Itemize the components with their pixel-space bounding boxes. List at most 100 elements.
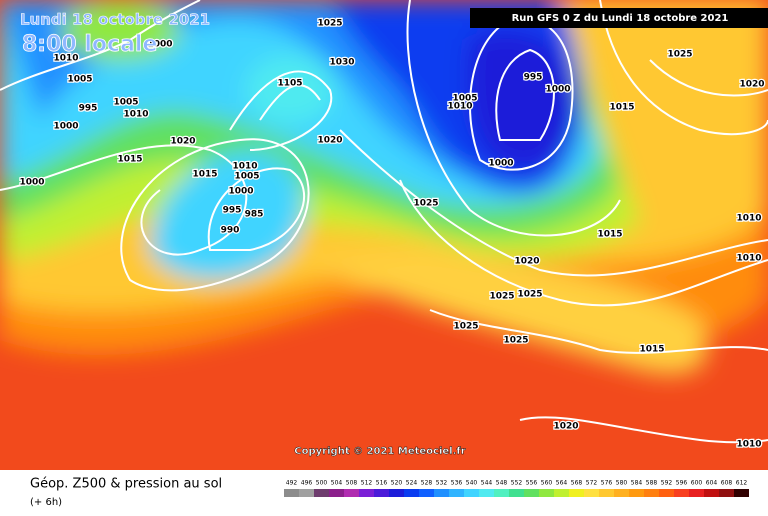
isobar-label: 1020 xyxy=(170,137,195,147)
isobar-label: 1005 xyxy=(67,75,92,85)
scale-label: 564 xyxy=(556,480,568,487)
scale-label: 556 xyxy=(526,480,538,487)
isobar-label: 995 xyxy=(223,206,242,216)
scale-swatch xyxy=(344,489,359,497)
scale-swatch xyxy=(719,489,734,497)
scale-swatch xyxy=(539,489,554,497)
run-box xyxy=(470,8,768,28)
scale-swatch xyxy=(284,489,299,497)
scale-swatch xyxy=(704,489,719,497)
scale-swatch xyxy=(404,489,419,497)
scale-label: 580 xyxy=(616,480,628,487)
isobar-label: 1025 xyxy=(489,292,514,302)
scale-swatch xyxy=(479,489,494,497)
isobar-label: 1000 xyxy=(228,187,253,197)
isobar-label: 1000 xyxy=(53,122,78,132)
scale-swatch xyxy=(599,489,614,497)
scale-label: 532 xyxy=(436,480,448,487)
isobar-label: 1010 xyxy=(736,440,761,450)
isobar-label: 1000 xyxy=(488,159,513,169)
scale-swatch xyxy=(359,489,374,497)
scale-label: 500 xyxy=(316,480,328,487)
scale-swatch xyxy=(329,489,344,497)
scale-swatch xyxy=(554,489,569,497)
scale-swatch xyxy=(614,489,629,497)
isobar-label: 1020 xyxy=(553,422,578,432)
footer-lead: (+ 6h) xyxy=(30,497,62,508)
isobar-label: 990 xyxy=(221,226,240,236)
scale-label: 588 xyxy=(646,480,658,487)
scale-label: 552 xyxy=(511,480,523,487)
isobar-label: 1020 xyxy=(317,136,342,146)
time: 8:00 locale xyxy=(22,32,157,57)
isobar-label: 1105 xyxy=(277,79,302,89)
scale-label: 568 xyxy=(571,480,583,487)
scale-label: 544 xyxy=(481,480,493,487)
isobar-label: 1015 xyxy=(192,170,217,180)
date: Lundi 18 octobre 2021 xyxy=(20,11,210,29)
scale-label: 520 xyxy=(391,480,403,487)
isobar-label: 1010 xyxy=(736,254,761,264)
scale-swatch xyxy=(659,489,674,497)
scale-label: 504 xyxy=(331,480,343,487)
scale-label: 604 xyxy=(706,480,718,487)
color-scale: 492 496 500 504 508 512 516 520 524 528 532 536 540 5… xyxy=(284,480,749,497)
scale-label: 576 xyxy=(601,480,613,487)
isobar-label: 1015 xyxy=(609,103,634,113)
run: Run GFS 0 Z du Lundi 18 octobre 2021 xyxy=(512,13,729,24)
scale-swatch xyxy=(374,489,389,497)
isobar-label: 1025 xyxy=(503,336,528,346)
scale-label: 572 xyxy=(586,480,598,487)
isobar-label: 1015 xyxy=(597,230,622,240)
isobars xyxy=(0,0,768,444)
scale-swatch xyxy=(314,489,329,497)
scale-label: 612 xyxy=(736,480,748,487)
isobar-label: 1000 xyxy=(19,178,44,188)
scale-swatch xyxy=(494,489,509,497)
footer-title: Géop. Z500 & pression au sol xyxy=(30,477,222,492)
scale-swatch xyxy=(734,489,749,497)
isobar-label: 1020 xyxy=(514,257,539,267)
scale-label: 492 xyxy=(286,480,298,487)
scale-swatch xyxy=(644,489,659,497)
scale-swatch xyxy=(629,489,644,497)
isobar-label: 1030 xyxy=(329,58,354,68)
scale-label: 540 xyxy=(466,480,478,487)
scale-swatch xyxy=(434,489,449,497)
scale-label: 528 xyxy=(421,480,433,487)
scale-swatch xyxy=(569,489,584,497)
isobar-label: 1005 xyxy=(113,98,138,108)
scale-swatch xyxy=(419,489,434,497)
scale-swatch xyxy=(689,489,704,497)
isobar-label: 995 xyxy=(524,73,543,83)
scale-label: 524 xyxy=(406,480,418,487)
scale-swatch xyxy=(464,489,479,497)
scale-swatch xyxy=(299,489,314,497)
isobar-label: 1025 xyxy=(517,290,542,300)
isobar-label: 1025 xyxy=(667,50,692,60)
scale-swatch xyxy=(524,489,539,497)
scale-swatch xyxy=(584,489,599,497)
scale-label: 600 xyxy=(691,480,703,487)
scale-swatch xyxy=(389,489,404,497)
scale-swatch xyxy=(674,489,689,497)
isobar-label: 1000 xyxy=(147,40,172,50)
scale-label: 560 xyxy=(541,480,553,487)
isobar-label: 1000 xyxy=(545,85,570,95)
isobar-label: 1010 xyxy=(447,102,472,112)
scale-label: 536 xyxy=(451,480,463,487)
isobar-label: 1025 xyxy=(413,199,438,209)
isobar-label: 1010 xyxy=(736,214,761,224)
scale-label: 496 xyxy=(301,480,313,487)
scale-swatch xyxy=(509,489,524,497)
isobar-label: 1015 xyxy=(117,155,142,165)
isobar-label: 1010 xyxy=(53,54,78,64)
scale-label: 516 xyxy=(376,480,388,487)
scale-label: 592 xyxy=(661,480,673,487)
scale-label: 596 xyxy=(676,480,688,487)
scale-label: 508 xyxy=(346,480,358,487)
isobar-label: 995 xyxy=(79,104,98,114)
copyright: Copyright © 2021 Meteociel.fr xyxy=(294,446,465,457)
isobar-label: 1005 xyxy=(452,94,477,104)
